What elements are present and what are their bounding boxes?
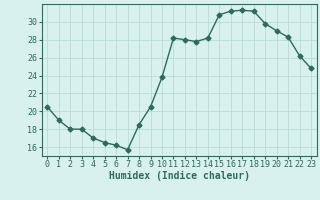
X-axis label: Humidex (Indice chaleur): Humidex (Indice chaleur)	[109, 171, 250, 181]
